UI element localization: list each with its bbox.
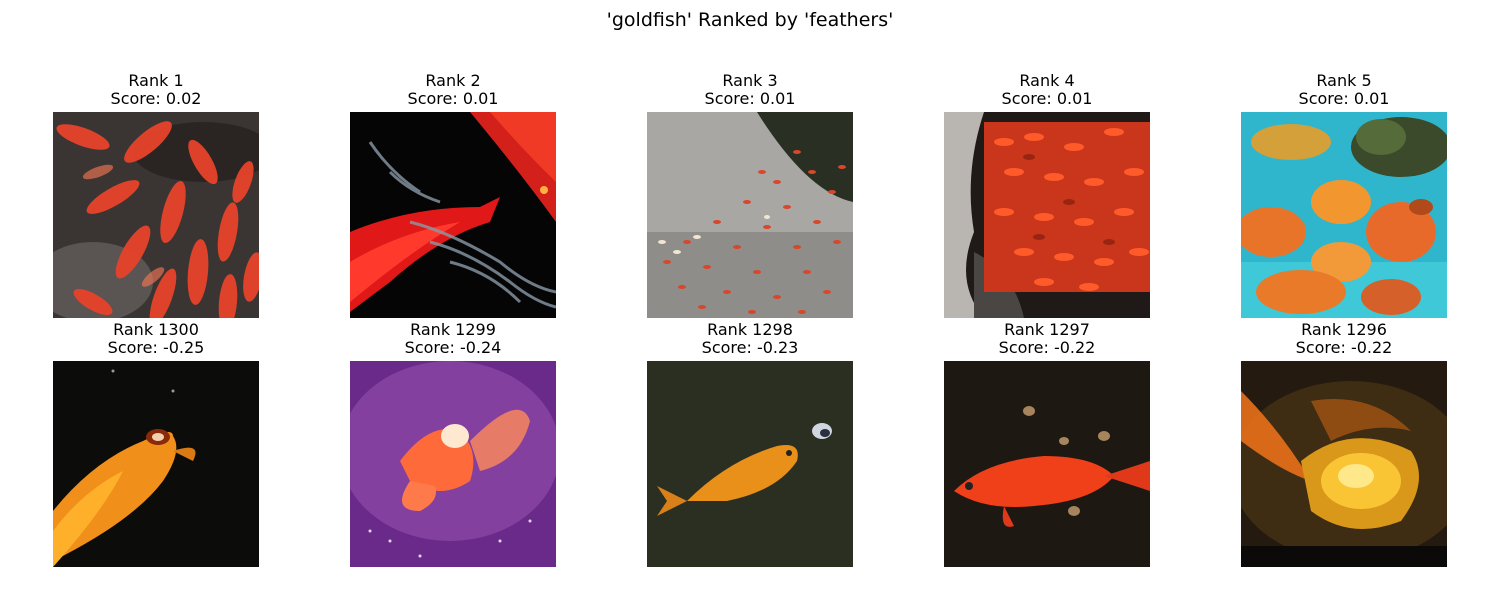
rank-label: Rank 1296	[1301, 320, 1387, 339]
result-image	[944, 361, 1150, 567]
result-tile-top-1: Rank 1 Score: 0.02	[53, 72, 259, 318]
rank-label: Rank 1300	[113, 320, 199, 339]
result-tile-bottom-3: Rank 1298 Score: -0.23	[647, 321, 853, 567]
score-label: Score: -0.22	[1295, 338, 1393, 357]
rank-label: Rank 5	[1316, 71, 1372, 90]
score-label: Score: -0.23	[701, 338, 799, 357]
rank-label: Rank 1299	[410, 320, 496, 339]
result-image	[350, 112, 556, 318]
score-label: Score: -0.25	[107, 338, 205, 357]
figure-title: 'goldfish' Ranked by 'feathers'	[606, 9, 894, 31]
result-image	[647, 361, 853, 567]
result-image	[53, 361, 259, 567]
result-image	[53, 112, 259, 318]
result-image	[647, 112, 853, 318]
result-image	[1241, 112, 1447, 318]
score-label: Score: 0.01	[704, 89, 796, 108]
score-label: Score: 0.01	[407, 89, 499, 108]
rank-label: Rank 4	[1019, 71, 1075, 90]
result-image	[1241, 361, 1447, 567]
result-tile-bottom-4: Rank 1297 Score: -0.22	[944, 321, 1150, 567]
result-image	[944, 112, 1150, 318]
result-tile-bottom-5: Rank 1296 Score: -0.22	[1241, 321, 1447, 567]
result-tile-top-4: Rank 4 Score: 0.01	[944, 72, 1150, 318]
result-tile-top-2: Rank 2 Score: 0.01	[350, 72, 556, 318]
result-image	[350, 361, 556, 567]
rank-label: Rank 2	[425, 71, 481, 90]
rank-label: Rank 1298	[707, 320, 793, 339]
result-tile-top-3: Rank 3 Score: 0.01	[647, 72, 853, 318]
rank-label: Rank 3	[722, 71, 778, 90]
score-label: Score: -0.22	[998, 338, 1096, 357]
result-tile-bottom-2: Rank 1299 Score: -0.24	[350, 321, 556, 567]
result-tile-top-5: Rank 5 Score: 0.01	[1241, 72, 1447, 318]
score-label: Score: 0.01	[1298, 89, 1390, 108]
rank-label: Rank 1297	[1004, 320, 1090, 339]
result-tile-bottom-1: Rank 1300 Score: -0.25	[53, 321, 259, 567]
score-label: Score: 0.01	[1001, 89, 1093, 108]
score-label: Score: -0.24	[404, 338, 502, 357]
rank-label: Rank 1	[128, 71, 184, 90]
score-label: Score: 0.02	[110, 89, 202, 108]
